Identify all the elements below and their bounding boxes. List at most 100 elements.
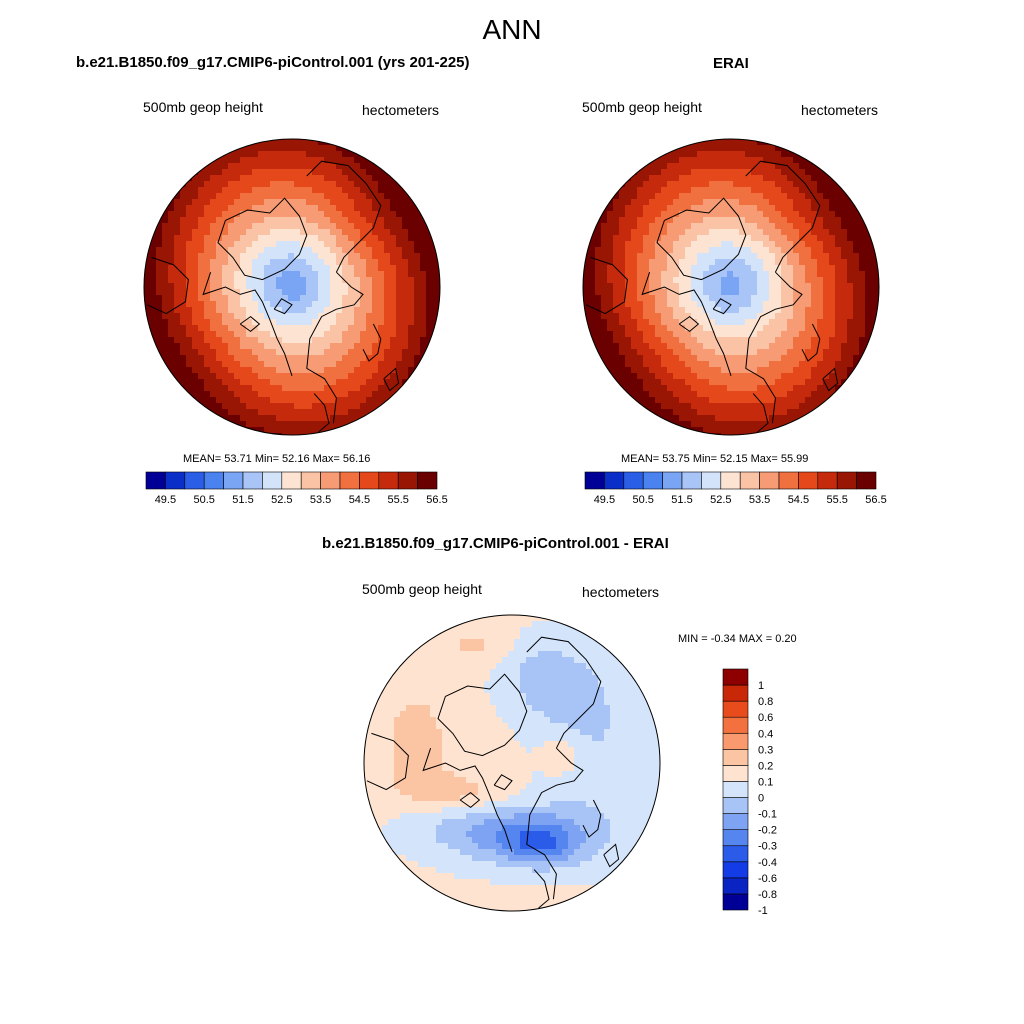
- map-cell: [751, 229, 758, 236]
- map-cell: [234, 289, 241, 296]
- map-cell: [384, 331, 391, 338]
- map-cell: [192, 319, 199, 326]
- map-cell: [538, 753, 545, 760]
- map-cell: [318, 397, 325, 404]
- map-cell: [384, 229, 391, 236]
- map-cell: [144, 259, 151, 266]
- map-cell: [703, 361, 710, 368]
- map-cell: [378, 271, 385, 278]
- map-cell: [865, 235, 872, 242]
- map-cell: [799, 211, 806, 218]
- map-cell: [324, 355, 331, 362]
- map-cell: [318, 157, 325, 164]
- map-cell: [390, 343, 397, 350]
- map-cell: [490, 645, 497, 652]
- map-cell: [685, 403, 692, 410]
- map-cell: [727, 385, 734, 392]
- map-cell: [270, 397, 277, 404]
- map-cell: [210, 343, 217, 350]
- map-cell: [162, 331, 169, 338]
- map-cell: [354, 361, 361, 368]
- map-cell: [354, 289, 361, 296]
- map-cell: [793, 331, 800, 338]
- map-cell: [532, 681, 539, 688]
- map-cell: [366, 313, 373, 320]
- map-cell: [330, 265, 337, 272]
- map-cell: [288, 223, 295, 230]
- map-cell: [799, 283, 806, 290]
- map-cell: [733, 235, 740, 242]
- map-cell: [841, 253, 848, 260]
- map-cell: [376, 717, 383, 724]
- map-cell: [829, 307, 836, 314]
- map-cell: [847, 235, 854, 242]
- map-cell: [222, 265, 229, 272]
- map-cell: [685, 175, 692, 182]
- map-cell: [294, 217, 301, 224]
- map-cell: [312, 193, 319, 200]
- map-cell: [270, 223, 277, 230]
- coastline: [306, 160, 382, 273]
- map-cell: [532, 699, 539, 706]
- map-cell: [336, 211, 343, 218]
- map-cell: [709, 415, 716, 422]
- map-cell: [270, 415, 277, 422]
- map-cell: [583, 271, 590, 278]
- map-cell: [414, 247, 421, 254]
- map-cell: [174, 259, 181, 266]
- map-cell: [601, 355, 608, 362]
- map-cell: [562, 663, 569, 670]
- map-cell: [240, 289, 247, 296]
- map-cell: [282, 421, 289, 428]
- map-cell: [270, 241, 277, 248]
- map-cell: [496, 735, 503, 742]
- map-cell: [336, 403, 343, 410]
- map-cell: [793, 409, 800, 416]
- map-cell: [631, 283, 638, 290]
- map-cell: [246, 373, 253, 380]
- map-cell: [709, 241, 716, 248]
- map-cell: [580, 633, 587, 640]
- map-cell: [811, 199, 818, 206]
- map-cell: [430, 747, 437, 754]
- map-cell: [174, 331, 181, 338]
- map-cell: [703, 247, 710, 254]
- map-cell: [721, 193, 728, 200]
- map-cell: [703, 187, 710, 194]
- map-cell: [685, 235, 692, 242]
- map-cell: [300, 175, 307, 182]
- map-cell: [330, 187, 337, 194]
- map-cell: [150, 265, 157, 272]
- map-cell: [847, 271, 854, 278]
- map-cell: [294, 385, 301, 392]
- map-cell: [601, 307, 608, 314]
- map-cell: [715, 181, 722, 188]
- map-cell: [472, 735, 479, 742]
- map-cell: [805, 253, 812, 260]
- map-cell: [685, 151, 692, 158]
- map-cell: [619, 283, 626, 290]
- map-cell: [601, 271, 608, 278]
- map-cell: [420, 313, 427, 320]
- map-cell: [222, 253, 229, 260]
- map-cell: [781, 355, 788, 362]
- map-cell: [372, 391, 379, 398]
- map-cell: [222, 391, 229, 398]
- map-cell: [691, 217, 698, 224]
- map-cell: [348, 169, 355, 176]
- map-cell: [270, 289, 277, 296]
- map-cell: [496, 705, 503, 712]
- map-cell: [679, 277, 686, 284]
- map-cell: [751, 379, 758, 386]
- map-cell: [613, 271, 620, 278]
- map-cell: [180, 241, 187, 248]
- map-cell: [384, 385, 391, 392]
- map-cell: [192, 253, 199, 260]
- map-cell: [174, 229, 181, 236]
- map-cell: [721, 169, 728, 176]
- map-cell: [817, 397, 824, 404]
- map-cell: [336, 163, 343, 170]
- map-cell: [472, 729, 479, 736]
- map-cell: [348, 415, 355, 422]
- map-cell: [324, 163, 331, 170]
